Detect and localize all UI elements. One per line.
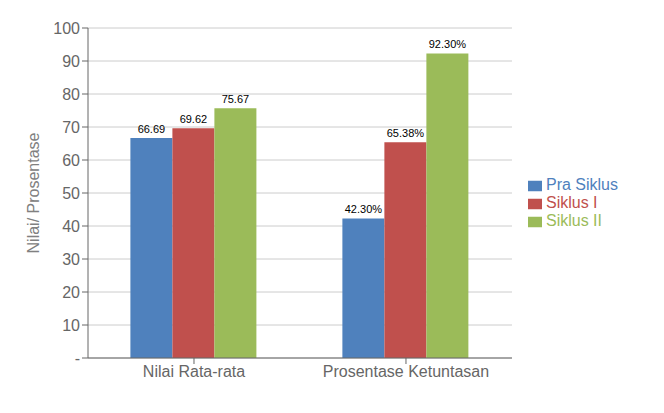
svg-text:65.38%: 65.38% xyxy=(387,127,425,139)
svg-text:69.62: 69.62 xyxy=(180,113,208,125)
svg-text:75.67: 75.67 xyxy=(222,93,250,105)
svg-text:70: 70 xyxy=(62,119,80,136)
svg-text:20: 20 xyxy=(62,284,80,301)
svg-text:Prosentase Ketuntasan: Prosentase Ketuntasan xyxy=(323,363,489,380)
svg-text:100: 100 xyxy=(53,20,80,37)
html-text:Siklus II: Siklus II xyxy=(546,212,602,229)
svg-text:10: 10 xyxy=(62,317,80,334)
html-text:Siklus I: Siklus I xyxy=(546,194,598,211)
svg-text:50: 50 xyxy=(62,185,80,202)
html-text:Pra Siklus: Pra Siklus xyxy=(546,176,618,193)
svg-text:-: - xyxy=(75,350,80,367)
svg-text:60: 60 xyxy=(62,152,80,169)
svg-text:92.30%: 92.30% xyxy=(429,38,467,50)
svg-text:30: 30 xyxy=(62,251,80,268)
svg-text:Nilai/ Prosentase: Nilai/ Prosentase xyxy=(25,132,42,253)
svg-text:80: 80 xyxy=(62,86,80,103)
svg-text:Nilai Rata-rata: Nilai Rata-rata xyxy=(143,363,245,380)
svg-text:66.69: 66.69 xyxy=(138,123,166,135)
svg-text:42.30%: 42.30% xyxy=(345,203,383,215)
svg-text:90: 90 xyxy=(62,53,80,70)
svg-text:40: 40 xyxy=(62,218,80,235)
